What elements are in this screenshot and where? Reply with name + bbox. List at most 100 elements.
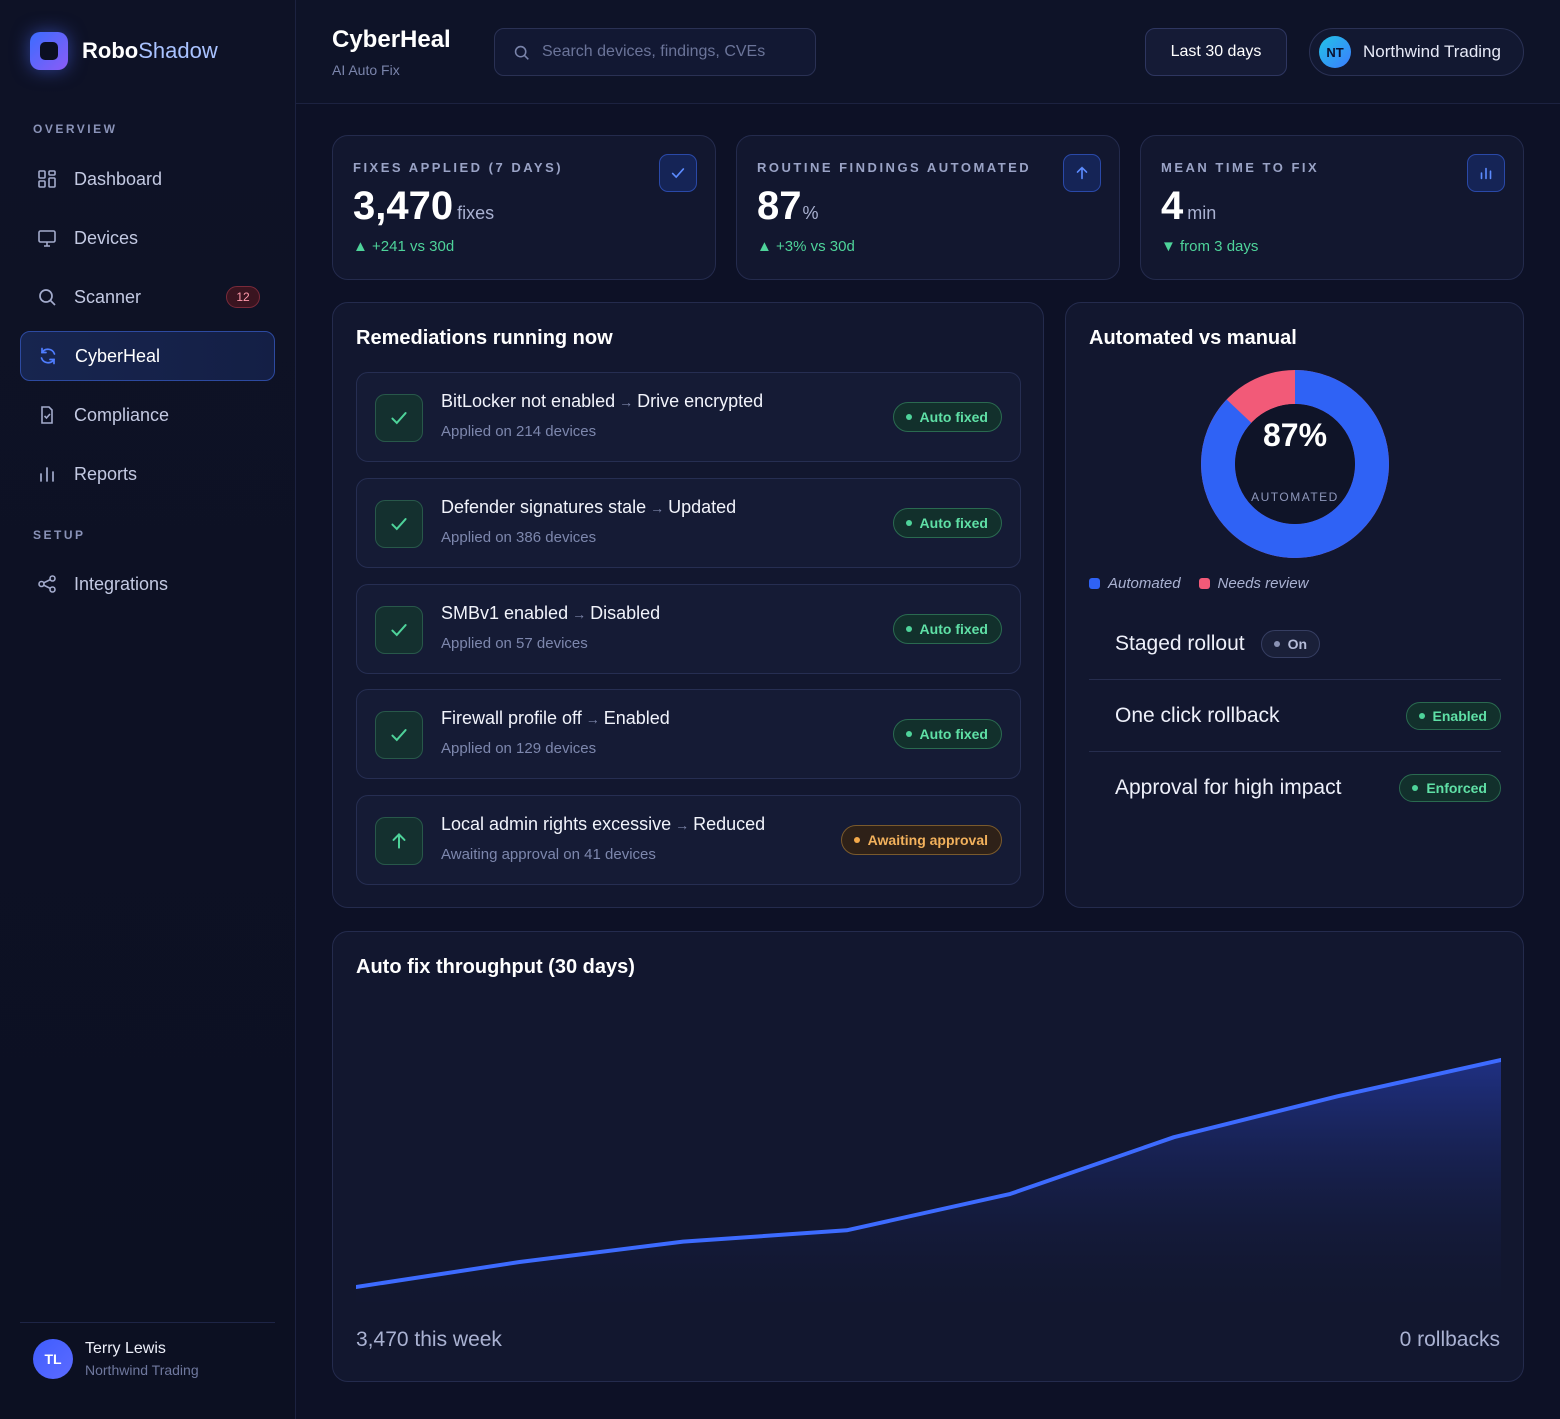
sidebar-item-dashboard[interactable]: Dashboard (20, 154, 275, 204)
kpi-value: 3,470 fixes (353, 184, 495, 228)
sidebar-item-integrations[interactable]: Integrations (20, 559, 275, 609)
donut-label: AUTOMATED (1251, 490, 1339, 504)
kpi-card-automated: ROUTINE FINDINGS AUTOMATED 87% ▲ +3% vs … (736, 135, 1120, 280)
panel-title: Remediations running now (356, 327, 613, 349)
org-switcher[interactable]: NT Northwind Trading (1309, 28, 1524, 76)
kpi-value: 87% (757, 184, 819, 228)
remediation-title: BitLocker not enabled → Drive encrypted (441, 391, 764, 411)
remediations-panel: Remediations running now BitLocker not e… (332, 302, 1044, 908)
throughput-footer-right: 0 rollbacks (1399, 1328, 1500, 1351)
setting-high-impact-approval[interactable]: Approval for high impact Enforced (1089, 752, 1501, 824)
date-range-button[interactable]: Last 30 days (1145, 28, 1287, 76)
setting-staged-rollout[interactable]: Staged rollout On (1089, 608, 1501, 680)
brand-name: RoboShadow (82, 38, 218, 63)
legend-item-review: Needs review (1198, 575, 1308, 592)
top-header: CyberHeal AI Auto Fix Last 30 days NT No… (296, 0, 1560, 104)
remediation-item[interactable]: Firewall profile off → Enabled Applied on … (356, 689, 1021, 779)
remediation-item[interactable]: BitLocker not enabled → Drive encrypted Ap… (356, 372, 1021, 462)
remediation-item[interactable]: SMBv1 enabled → Disabled Applied on 57 dev… (356, 584, 1021, 674)
status-badge: Auto fixed (892, 719, 1002, 749)
arrow-up-icon (1063, 154, 1101, 192)
sidebar-item-compliance[interactable]: Compliance (20, 390, 275, 440)
sidebar-item-reports[interactable]: Reports (20, 449, 275, 499)
remediation-title: Defender signatures stale → Updated (441, 497, 737, 517)
kpi-label: FIXES APPLIED (7 DAYS) (353, 160, 564, 175)
bar-chart-icon (1467, 154, 1505, 192)
org-name: Northwind Trading (1363, 42, 1501, 61)
arrow-up-icon (375, 817, 423, 865)
panel-title: Auto fix throughput (30 days) (356, 956, 635, 978)
sidebar-item-devices[interactable]: Devices (20, 213, 275, 263)
automation-panel: Automated vs manual 87% AUTOMATED Automa… (1065, 302, 1524, 908)
kpi-value: 4 min (1161, 184, 1217, 228)
search-input[interactable] (542, 43, 802, 61)
remediation-title: SMBv1 enabled → Disabled (441, 603, 661, 623)
throughput-chart (356, 1058, 1501, 1302)
remediation-subtitle: Applied on 214 devices (441, 423, 597, 440)
sidebar-item-label: Integrations (74, 573, 169, 594)
search-box[interactable] (494, 28, 816, 76)
bar-chart-icon (36, 463, 58, 485)
clipboard-check-icon (36, 404, 58, 426)
sidebar-item-cyberheal[interactable]: CyberHeal (20, 331, 275, 381)
sidebar: RoboShadow OVERVIEW Dashboard Devices Sc… (0, 0, 296, 1419)
sidebar-item-label: Dashboard (74, 168, 163, 189)
section-label-setup: SETUP (33, 528, 86, 542)
setting-rollback[interactable]: One click rollback Enabled (1089, 680, 1501, 752)
sidebar-item-label: Scanner (74, 286, 142, 307)
panel-title: Automated vs manual (1089, 327, 1297, 349)
check-icon (375, 711, 423, 759)
sidebar-item-label: Reports (74, 463, 138, 484)
monitor-icon (36, 227, 58, 249)
sidebar-item-label: CyberHeal (75, 345, 161, 366)
avatar: TL (33, 1338, 73, 1379)
automation-donut: 87% AUTOMATED (1200, 369, 1390, 559)
user-name: Terry Lewis (85, 1339, 166, 1357)
check-icon (659, 154, 697, 192)
user-profile[interactable]: TL Terry Lewis Northwind Trading (20, 1322, 275, 1394)
setting-label: One click rollback (1115, 703, 1280, 727)
legend-item-automated: Automated (1089, 575, 1181, 592)
share-icon (36, 573, 58, 595)
remediation-item[interactable]: Local admin rights excessive → Reduced Awa… (356, 795, 1021, 885)
remediation-title: Local admin rights excessive → Reduced (441, 814, 766, 834)
sidebar-item-label: Compliance (74, 404, 170, 425)
kpi-card-mttf: MEAN TIME TO FIX 4 min ▼ from 3 days (1140, 135, 1524, 280)
kpi-card-fixes: FIXES APPLIED (7 DAYS) 3,470 fixes ▲ +241… (332, 135, 716, 280)
status-badge: Auto fixed (892, 614, 1002, 644)
user-org: Northwind Trading (85, 1361, 199, 1378)
remediation-subtitle: Applied on 386 devices (441, 529, 597, 546)
setting-label: Staged rollout (1115, 631, 1245, 655)
status-badge: Awaiting approval (840, 825, 1002, 855)
check-icon (375, 394, 423, 442)
donut-percent: 87% (1262, 417, 1328, 453)
setting-label: Approval for high impact (1115, 776, 1342, 799)
status-badge: On (1260, 629, 1321, 658)
remediation-subtitle: Awaiting approval on 41 devices (441, 846, 656, 863)
throughput-line (356, 1058, 1501, 1289)
status-badge: Enforced (1399, 774, 1501, 802)
check-icon (375, 606, 423, 654)
scanner-count-badge: 12 (226, 286, 260, 308)
sidebar-item-scanner[interactable]: Scanner 12 (20, 272, 275, 322)
remediation-subtitle: Applied on 129 devices (441, 740, 597, 757)
org-avatar: NT (1319, 36, 1351, 68)
remediation-item[interactable]: Defender signatures stale → Updated Applie… (356, 478, 1021, 568)
kpi-delta: ▲ +241 vs 30d (353, 238, 455, 255)
status-badge: Auto fixed (892, 402, 1002, 432)
search-icon (36, 286, 58, 308)
kpi-label: MEAN TIME TO FIX (1161, 160, 1320, 175)
logo-icon (30, 32, 68, 70)
page-subtitle: AI Auto Fix (332, 62, 400, 78)
remediation-subtitle: Applied on 57 devices (441, 635, 588, 652)
check-icon (375, 500, 423, 548)
throughput-panel: Auto fix throughput (30 days) 3,470 this… (332, 931, 1524, 1382)
page-title: CyberHeal (332, 26, 451, 53)
brand[interactable]: RoboShadow (30, 32, 218, 70)
section-label-overview: OVERVIEW (33, 122, 118, 136)
throughput-area (356, 1060, 1501, 1302)
status-badge: Auto fixed (892, 508, 1002, 538)
kpi-delta: ▼ from 3 days (1161, 238, 1259, 255)
sidebar-item-label: Devices (74, 227, 139, 248)
throughput-footer-left: 3,470 this week (356, 1328, 502, 1351)
